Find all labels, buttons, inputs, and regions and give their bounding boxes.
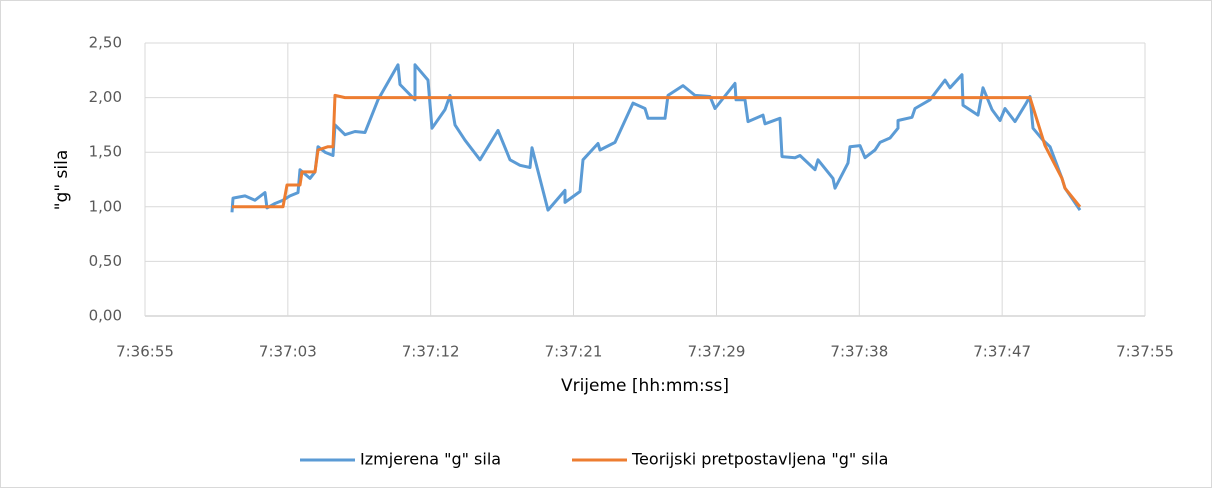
series-line <box>230 63 1082 213</box>
x-tick-label: 7:37:21 <box>545 343 603 361</box>
y-tick-label: 0,00 <box>89 307 122 325</box>
y-tick-label: 2,50 <box>89 34 122 52</box>
y-tick-label: 2,00 <box>89 88 122 106</box>
x-tick-label: 7:37:03 <box>259 343 317 361</box>
x-tick-label: 7:37:47 <box>973 343 1031 361</box>
legend-label: Izmjerena "g" sila <box>360 450 501 469</box>
y-tick-label: 0,50 <box>89 252 122 270</box>
x-tick-label: 7:37:12 <box>402 343 460 361</box>
y-axis-title: "g" sila <box>52 150 72 211</box>
y-tick-label: 1,50 <box>89 143 122 161</box>
x-tick-label: 7:37:38 <box>830 343 888 361</box>
series-line <box>232 93 1082 209</box>
x-tick-label: 7:37:29 <box>688 343 746 361</box>
x-tick-label: 7:37:55 <box>1116 343 1174 361</box>
y-tick-label: 1,00 <box>89 197 122 215</box>
legend-label: Teorijski pretpostavljena "g" sila <box>631 450 888 469</box>
x-axis-title: Vrijeme [hh:mm:ss] <box>561 376 729 396</box>
x-tick-label: 7:36:55 <box>116 343 174 361</box>
